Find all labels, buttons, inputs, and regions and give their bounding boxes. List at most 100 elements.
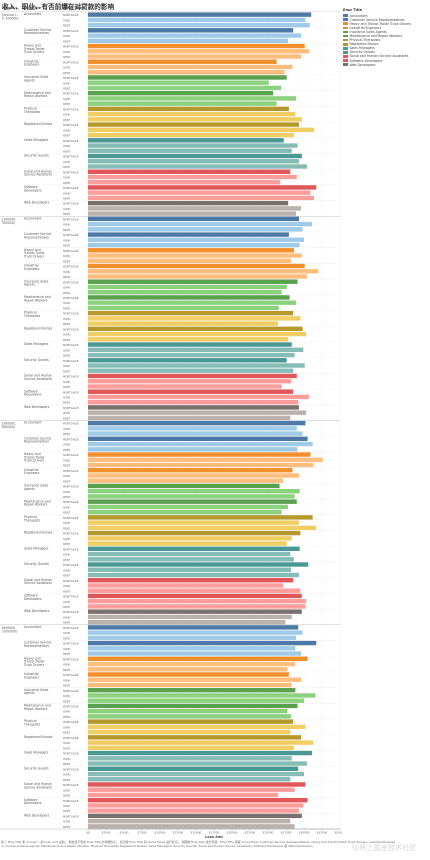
emp-title-label: Web Developers — [24, 201, 50, 205]
home-owner-label: RENT — [63, 825, 71, 829]
legend-item: Software Developers — [343, 59, 429, 63]
home-owner-label: RENT — [63, 684, 71, 688]
emp-title-label: Security Guards — [24, 154, 49, 158]
emp-title-label: Therapists — [23, 110, 41, 114]
bar — [88, 90, 274, 96]
x-tick-label: $17500 — [209, 830, 220, 834]
bar — [88, 787, 295, 792]
home-owner-label: RENT — [63, 87, 71, 91]
home-owner-label: RENT — [63, 228, 71, 232]
bar — [88, 771, 304, 777]
legend-swatch — [343, 51, 348, 54]
bar — [88, 132, 294, 138]
bar — [88, 604, 306, 609]
emp-title-label: Social and Human — [24, 782, 52, 786]
bar — [88, 426, 297, 431]
emp-title-label: Physical — [24, 719, 37, 723]
emp-title-label: Registered Nurses — [24, 735, 53, 739]
x-tick-label: $20000 — [227, 830, 238, 834]
home-owner-label: OWN — [63, 458, 70, 462]
emp-title-label: Maintenance and — [24, 704, 51, 708]
legend-label: Insurance Sales Agents — [349, 29, 387, 34]
bar — [88, 509, 282, 515]
x-tick-label: $10000 — [155, 830, 166, 834]
emp-title-label: Agents — [24, 691, 35, 695]
bar — [88, 452, 311, 457]
home-owner-label: OWN — [63, 757, 70, 761]
bar — [88, 567, 292, 572]
bar — [88, 813, 302, 819]
home-owner-label: RENT — [63, 354, 71, 358]
emp-title-label: Tractor-Trailer — [23, 455, 46, 459]
legend-title: Emp Title — [343, 8, 363, 12]
bar — [88, 761, 307, 766]
home-owner-label: MORTGAGE — [63, 76, 79, 80]
home-owner-label: RENT — [63, 464, 71, 468]
bar — [88, 38, 289, 44]
home-owner-label: OWN — [63, 553, 70, 557]
home-owner-label: RENT — [63, 432, 71, 436]
bar — [88, 195, 315, 201]
home-owner-label: MORTGAGE — [63, 422, 79, 426]
bar — [88, 494, 295, 499]
home-owner-label: MORTGAGE — [63, 170, 79, 174]
legend-label: Maintenance and Repair Workers — [349, 34, 403, 39]
emp-title-label: Repair Workers — [24, 94, 48, 98]
legend-swatch — [343, 42, 348, 46]
bar — [88, 206, 302, 211]
home-owner-label: MORTGAGE — [63, 767, 79, 771]
bar — [88, 101, 277, 106]
x-axis-label: Loan Amt — [205, 835, 223, 839]
home-owner-label: OWN — [63, 254, 70, 258]
legend-swatch — [343, 26, 348, 30]
home-owner-label: RENT — [63, 196, 71, 200]
bar — [88, 682, 292, 688]
home-owner-label: OWN — [63, 741, 70, 745]
home-owner-label: OWN — [63, 474, 70, 478]
emp-title-label: Sales Managers — [24, 342, 49, 346]
home-owner-label: MORTGAGE — [63, 265, 79, 269]
bar — [88, 242, 300, 248]
home-owner-label: OWN — [63, 725, 70, 729]
legend-label: Customer Service Representatives — [349, 17, 405, 22]
home-owner-label: RENT — [63, 636, 71, 640]
bar — [88, 457, 323, 462]
emp-title-label: Tractor-Trailer — [23, 660, 46, 664]
home-owner-label: MORTGAGE — [63, 500, 79, 504]
emp-title-label: Truck Drivers — [23, 459, 45, 463]
home-owner-label: OWN — [63, 521, 70, 525]
footnote: 各个 Emp Title 和 Annual I.. 的 Loan Amt 总和。… — [1, 840, 396, 848]
bar — [88, 394, 310, 400]
home-owner-label: RENT — [63, 55, 71, 59]
bar — [88, 703, 298, 709]
legend-item: Physical Therapists — [343, 38, 429, 42]
emp-title-label: Industrial — [24, 468, 39, 472]
bar — [88, 441, 313, 447]
bar — [88, 221, 312, 227]
home-owner-label: OWN — [63, 505, 70, 509]
emp-title-label: Tractor-Trailer — [23, 47, 46, 51]
home-owner-label: OWN — [63, 678, 70, 682]
bar — [88, 253, 302, 258]
bar — [88, 185, 317, 190]
bar — [88, 75, 287, 80]
home-owner-label: RENT — [63, 134, 71, 138]
bar — [88, 619, 286, 625]
home-owner-label: RENT — [63, 794, 71, 798]
home-owner-label: OWN — [63, 600, 70, 604]
home-owner-label: MORTGAGE — [63, 312, 79, 316]
legend-swatch — [343, 55, 348, 58]
emp-title-label: Security Guards — [24, 766, 49, 770]
home-owner-label: OWN — [63, 631, 70, 635]
bar — [88, 541, 287, 546]
bar — [88, 17, 306, 23]
emp-title-label: Heavy and — [24, 452, 41, 456]
home-owner-label: RENT — [63, 605, 71, 609]
bar — [88, 447, 298, 452]
home-owner-label: RENT — [63, 322, 71, 326]
emp-title-label: Software — [24, 594, 38, 598]
home-owner-label: RENT — [63, 259, 71, 263]
emp-title-label: Customer Service — [24, 641, 52, 645]
emp-title-label: Registered Nurses — [24, 122, 53, 126]
emp-title-label: Insurance Sales — [24, 484, 49, 488]
